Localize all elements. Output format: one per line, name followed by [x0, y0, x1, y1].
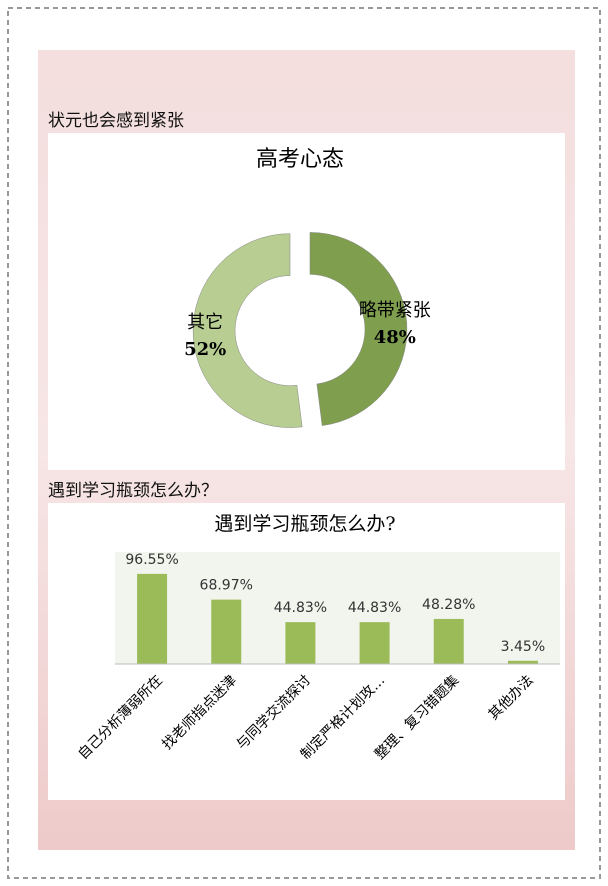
value-label: 68.97%	[200, 578, 253, 594]
bar	[285, 622, 316, 664]
pie-slice	[309, 232, 408, 426]
value-label: 3.45%	[501, 639, 545, 655]
value-label: 48.28%	[422, 597, 475, 613]
slice-label: 其它	[187, 312, 223, 333]
bar	[359, 622, 390, 664]
value-label: 44.83%	[274, 600, 327, 616]
value-label: 96.55%	[125, 552, 178, 568]
frame	[7, 7, 601, 879]
bar	[507, 660, 538, 664]
value-label: 44.83%	[348, 600, 401, 616]
heading: 遇到学习瓶颈怎么办？	[48, 481, 218, 501]
chart-title: 高考心态	[256, 147, 344, 172]
value-label: 48%	[374, 327, 416, 348]
bar	[433, 618, 464, 664]
bar	[137, 573, 168, 664]
plot-area	[115, 552, 560, 664]
chart-title: 遇到学习瓶颈怎么办?	[214, 513, 395, 535]
heading: 状元也会感到紧张	[48, 111, 184, 131]
slice-label: 略带紧张	[359, 300, 431, 321]
panel	[48, 133, 565, 470]
value-label: 52%	[184, 339, 226, 360]
bar	[211, 599, 242, 664]
